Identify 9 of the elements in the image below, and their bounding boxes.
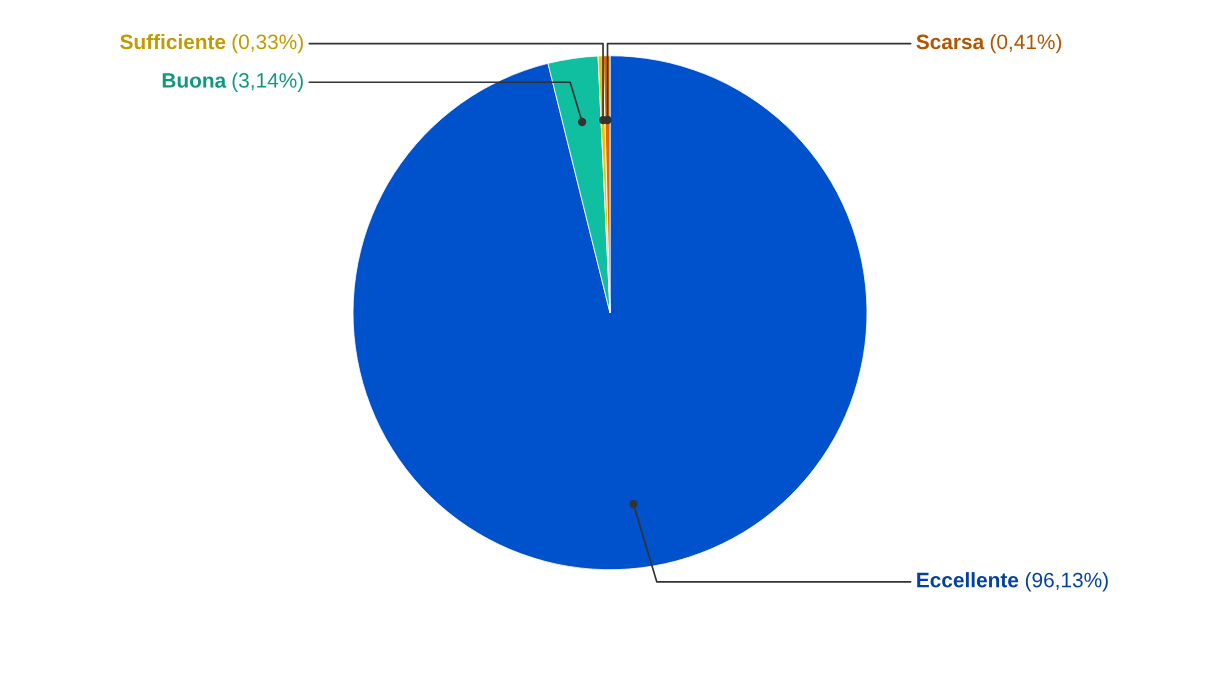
slice-label: Scarsa [916, 34, 985, 50]
data-label: (0,41%) [990, 33, 1062, 54]
data-label: (3,14%) [232, 72, 303, 92]
pie-slice [352, 55, 868, 571]
slice-label: Eccellente [917, 572, 1019, 588]
slice-label: Sufficiente [120, 33, 226, 50]
data-label: (96,13%) [1025, 572, 1108, 592]
data-label: (0,33%) [232, 33, 303, 54]
slice-label: Buona [162, 73, 227, 88]
